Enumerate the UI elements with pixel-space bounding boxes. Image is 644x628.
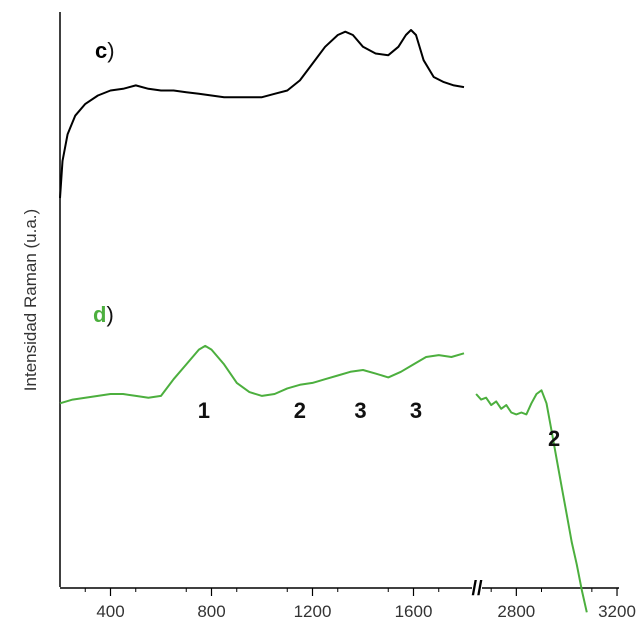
y-axis-title: Intensidad Raman (u.a.) — [21, 209, 40, 391]
peak-label: 2 — [294, 398, 306, 423]
x-tick-label: 800 — [197, 602, 225, 621]
series-label-letter: d — [93, 302, 106, 327]
x-tick-label: 400 — [96, 602, 124, 621]
x-tick-label: 1600 — [395, 602, 433, 621]
x-axis-break-mark: // — [471, 578, 483, 600]
plot-area: c)d)1 2 3 32 — [59, 29, 588, 613]
series-label-paren: ) — [106, 302, 113, 327]
x-tick-label: 1200 — [294, 602, 332, 621]
x-tick-label: 3200 — [598, 602, 636, 621]
series-label-paren: ) — [107, 38, 114, 63]
x-axis: // 400 800 1200 1600 2800 3200 — [60, 578, 636, 621]
series-label-letter: c — [95, 38, 107, 63]
series-label-0: c) — [95, 38, 115, 63]
x-tick-label: 2800 — [497, 602, 535, 621]
series-line-0 — [59, 29, 465, 199]
peak-label: 3 — [410, 398, 422, 423]
peak-label: 1 — [198, 398, 210, 423]
peak-label: 2 — [548, 426, 560, 451]
series-line-1 — [59, 344, 588, 613]
peak-label: 3 — [354, 398, 366, 423]
series-label-1: d) — [93, 302, 114, 327]
